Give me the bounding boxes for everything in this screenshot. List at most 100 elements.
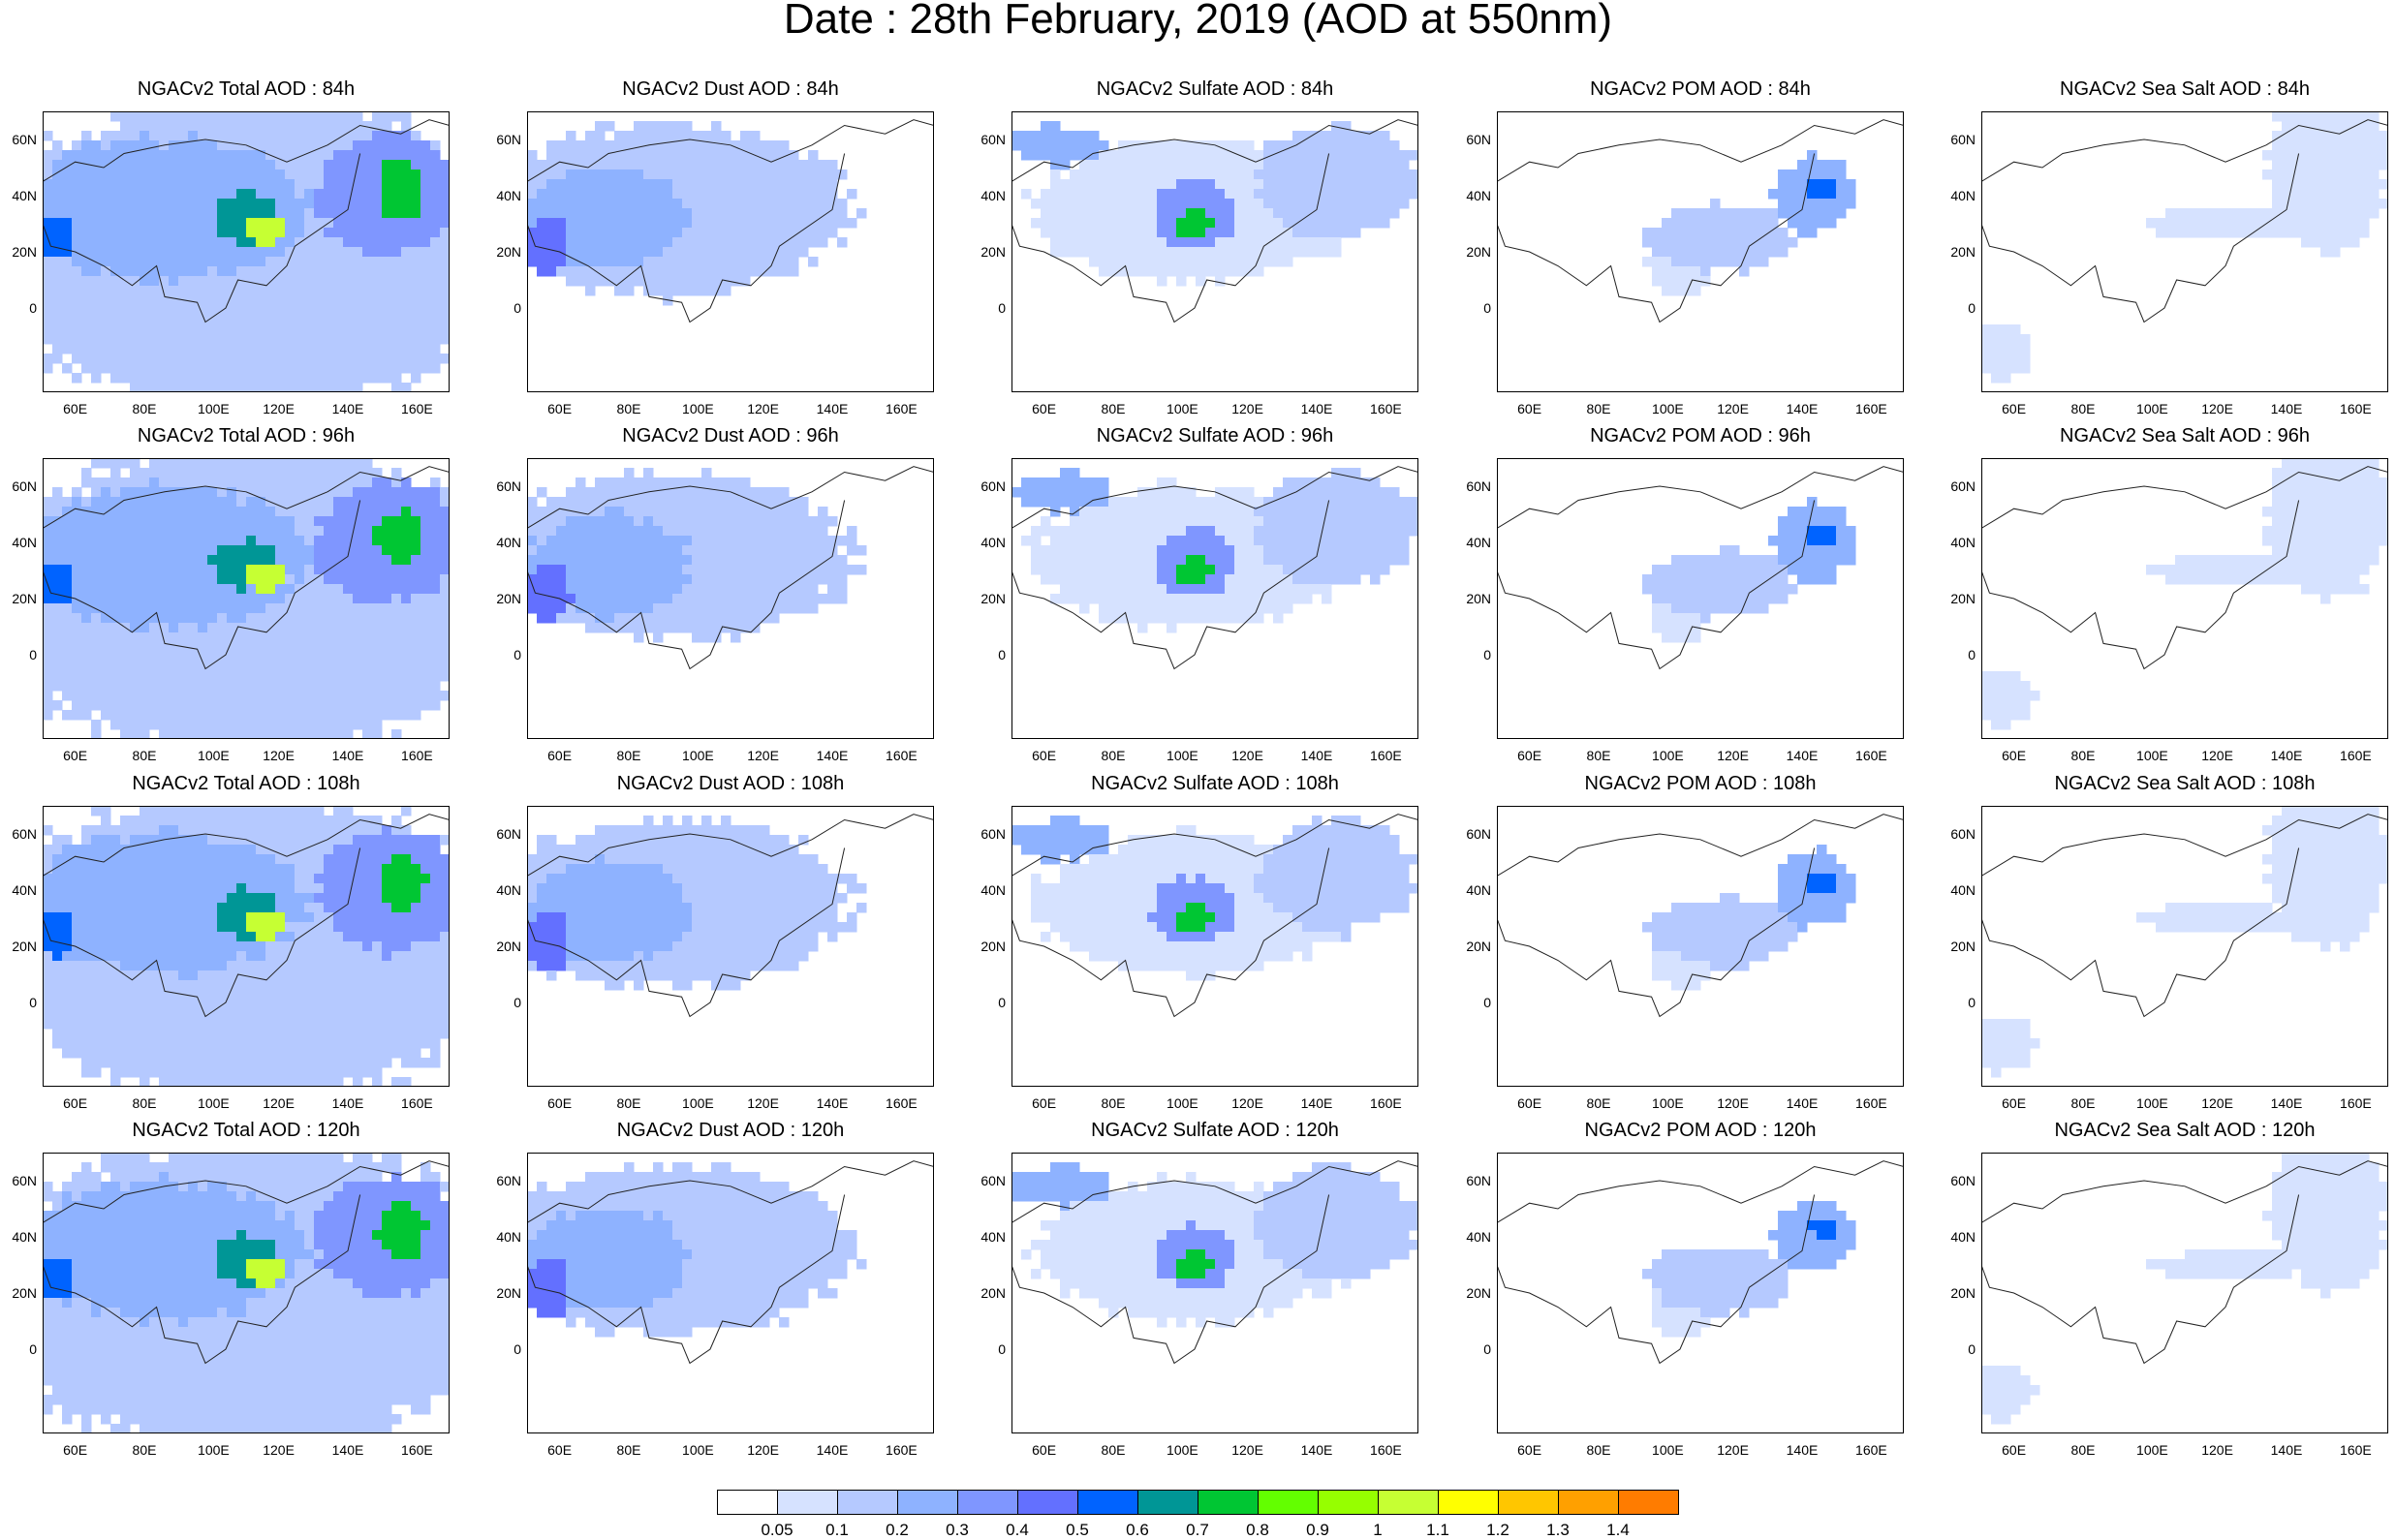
x-tick-label: 120E — [2198, 402, 2237, 416]
y-tick-label: 0 — [1941, 1342, 1976, 1356]
panel-title: NGACv2 Total AOD : 120h — [43, 1120, 450, 1141]
x-tick-label: 120E — [744, 749, 783, 762]
x-tick-label: 60E — [1995, 402, 2034, 416]
map-plot-area — [527, 1153, 934, 1433]
x-tick-label: 80E — [609, 749, 648, 762]
plot-frame — [527, 458, 934, 739]
x-tick-label: 140E — [1297, 402, 1336, 416]
y-tick-label: 60N — [971, 133, 1006, 146]
colorbar-label: 0.3 — [933, 1521, 981, 1540]
plot-frame — [527, 111, 934, 392]
colorbar-swatch — [1077, 1490, 1138, 1515]
x-tick-label: 120E — [2198, 1443, 2237, 1457]
map-plot-area — [1981, 806, 2388, 1087]
colorbar-label: 0.7 — [1173, 1521, 1222, 1540]
colorbar-swatch — [1198, 1490, 1259, 1515]
y-tick-label: 40N — [486, 536, 521, 549]
x-tick-label: 120E — [260, 1096, 298, 1110]
panel-title: NGACv2 Sea Salt AOD : 120h — [1981, 1120, 2388, 1141]
plot-frame — [43, 458, 450, 739]
map-plot-area — [527, 806, 934, 1087]
map-plot-area — [1011, 806, 1418, 1087]
x-tick-label: 80E — [1094, 749, 1133, 762]
y-tick-label: 40N — [1941, 189, 1976, 202]
y-tick-label: 60N — [2, 133, 37, 146]
map-plot-area — [1011, 111, 1418, 392]
plot-frame — [1981, 458, 2388, 739]
x-tick-label: 120E — [260, 402, 298, 416]
map-plot-area — [1497, 1153, 1904, 1433]
y-tick-label: 60N — [486, 827, 521, 841]
y-tick-label: 20N — [1941, 245, 1976, 259]
x-tick-label: 120E — [1229, 1443, 1267, 1457]
x-tick-label: 140E — [328, 1096, 367, 1110]
y-tick-label: 60N — [971, 479, 1006, 493]
y-tick-label: 20N — [1941, 1286, 1976, 1300]
x-tick-label: 140E — [2267, 1096, 2306, 1110]
y-tick-label: 0 — [1941, 301, 1976, 315]
x-tick-label: 160E — [2336, 749, 2375, 762]
colorbar-swatch — [1378, 1490, 1439, 1515]
panel-title: NGACv2 Sulfate AOD : 108h — [1011, 773, 1418, 794]
map-plot-area — [43, 458, 450, 739]
x-tick-label: 60E — [56, 1443, 95, 1457]
x-tick-label: 60E — [1510, 1096, 1549, 1110]
y-tick-label: 60N — [1941, 827, 1976, 841]
x-tick-label: 80E — [125, 1443, 164, 1457]
x-tick-label: 80E — [2064, 1443, 2102, 1457]
y-tick-label: 60N — [1941, 133, 1976, 146]
map-plot-area — [1011, 1153, 1418, 1433]
x-tick-label: 140E — [813, 1096, 852, 1110]
colorbar-swatch — [1558, 1490, 1619, 1515]
plot-frame — [527, 1153, 934, 1433]
x-tick-label: 80E — [1094, 402, 1133, 416]
map-plot-area — [43, 1153, 450, 1433]
y-tick-label: 20N — [486, 1286, 521, 1300]
x-tick-label: 140E — [1297, 1443, 1336, 1457]
x-tick-label: 60E — [541, 1096, 579, 1110]
y-tick-label: 20N — [2, 592, 37, 605]
y-tick-label: 40N — [2, 883, 37, 897]
y-tick-label: 20N — [2, 939, 37, 953]
y-tick-label: 60N — [2, 827, 37, 841]
plot-frame — [1497, 458, 1904, 739]
y-tick-label: 60N — [2, 479, 37, 493]
colorbar-label: 1.3 — [1534, 1521, 1582, 1540]
x-tick-label: 60E — [1995, 749, 2034, 762]
y-tick-label: 20N — [1941, 592, 1976, 605]
x-tick-label: 140E — [328, 1443, 367, 1457]
y-tick-label: 40N — [1456, 536, 1491, 549]
y-tick-label: 40N — [2, 189, 37, 202]
panel-title: NGACv2 Dust AOD : 108h — [527, 773, 934, 794]
y-tick-label: 40N — [2, 536, 37, 549]
y-tick-label: 60N — [486, 1174, 521, 1187]
panel-title: NGACv2 Sea Salt AOD : 96h — [1981, 425, 2388, 447]
x-tick-label: 120E — [2198, 1096, 2237, 1110]
y-tick-label: 20N — [1456, 592, 1491, 605]
y-tick-label: 20N — [2, 245, 37, 259]
colorbar-label: 0.5 — [1053, 1521, 1102, 1540]
y-tick-label: 60N — [486, 133, 521, 146]
map-plot-area — [1497, 111, 1904, 392]
y-tick-label: 40N — [971, 883, 1006, 897]
y-tick-label: 20N — [1456, 245, 1491, 259]
x-tick-label: 140E — [1783, 402, 1821, 416]
y-tick-label: 40N — [1456, 189, 1491, 202]
y-tick-label: 60N — [971, 827, 1006, 841]
x-tick-label: 100E — [2132, 1443, 2171, 1457]
y-tick-label: 40N — [486, 189, 521, 202]
x-tick-label: 100E — [194, 749, 233, 762]
y-tick-label: 60N — [1456, 479, 1491, 493]
y-tick-label: 40N — [1941, 1230, 1976, 1244]
y-tick-label: 60N — [971, 1174, 1006, 1187]
y-tick-label: 20N — [971, 592, 1006, 605]
colorbar-label: 0.2 — [873, 1521, 921, 1540]
